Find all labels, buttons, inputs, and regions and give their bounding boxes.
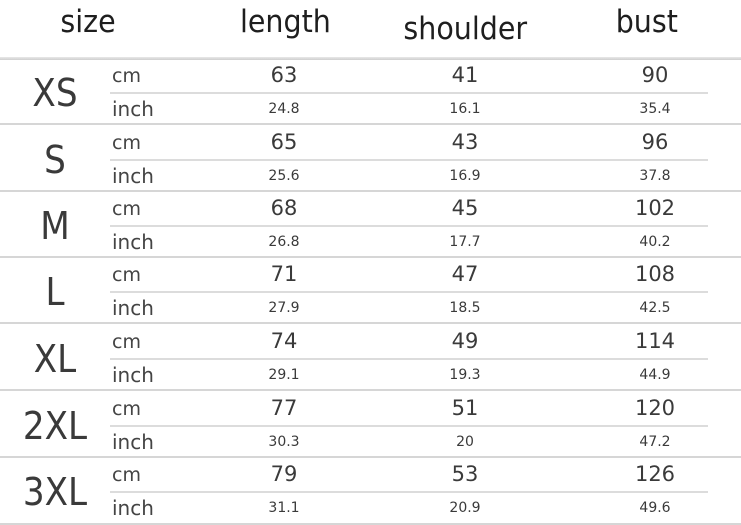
unit-inch-label: inch [112,230,154,254]
row-divider [0,123,741,125]
unit-cm-label: cm [112,132,141,154]
bust-cm: 96 [641,130,669,154]
header-divider [0,57,741,60]
bust-cm: 90 [641,63,669,87]
unit-inch-label: inch [112,496,154,520]
length-inch: 24.8 [268,101,300,117]
size-row: M cm inch 68 45 102 26.8 17.7 40.2 [0,192,741,258]
bust-cm: 120 [634,396,676,420]
length-inch: 30.3 [268,434,300,450]
bust-cm: 108 [634,262,676,286]
shoulder-inch: 16.9 [449,168,481,184]
header-bust: bust [615,4,678,40]
size-label: M [40,204,70,248]
length-cm: 77 [270,396,298,420]
header-size: size [60,4,116,40]
size-label: XS [32,71,78,115]
header-length: length [239,4,331,40]
bust-cm: 114 [634,329,676,353]
unit-inch-label: inch [112,363,154,387]
length-cm: 65 [270,130,298,154]
row-divider [0,456,741,458]
row-divider [0,190,741,192]
unit-divider [110,491,708,493]
shoulder-inch: 17.7 [449,234,481,250]
unit-cm-label: cm [112,264,141,286]
unit-inch-label: inch [112,164,154,188]
bust-inch: 35.4 [639,101,671,117]
unit-divider [110,291,708,293]
size-row: L cm inch 71 47 108 27.9 18.5 42.5 [0,258,741,324]
row-divider [0,523,741,525]
bust-inch: 40.2 [639,234,671,250]
length-cm: 71 [270,262,298,286]
size-row: 2XL cm inch 77 51 120 30.3 20 47.2 [0,392,741,458]
shoulder-cm: 49 [451,329,479,353]
unit-divider [110,425,708,427]
size-row: XS cm inch 63 41 90 24.8 16.1 35.4 [0,59,741,125]
size-label: XL [33,337,77,381]
shoulder-inch: 16.1 [449,101,481,117]
length-inch: 31.1 [268,500,300,516]
unit-inch-label: inch [112,430,154,454]
shoulder-cm: 41 [451,63,479,87]
length-inch: 29.1 [268,367,300,383]
unit-cm-label: cm [112,464,141,486]
size-label: L [45,270,65,314]
length-cm: 63 [270,63,298,87]
unit-inch-label: inch [112,296,154,320]
bust-inch: 42.5 [639,300,671,316]
unit-divider [110,92,708,94]
size-row: XL cm inch 74 49 114 29.1 19.3 44.9 [0,325,741,391]
bust-inch: 47.2 [639,434,671,450]
length-cm: 74 [270,329,298,353]
size-row: S cm inch 65 43 96 25.6 16.9 37.8 [0,126,741,192]
shoulder-inch: 20 [456,434,474,450]
row-divider [0,389,741,391]
shoulder-inch: 20.9 [449,500,481,516]
unit-divider [110,225,708,227]
unit-divider [110,358,708,360]
unit-divider [110,159,708,161]
bust-inch: 49.6 [639,500,671,516]
row-divider [0,256,741,258]
row-divider [0,322,741,324]
length-cm: 79 [270,462,298,486]
shoulder-cm: 51 [451,396,479,420]
size-row: 3XL cm inch 79 53 126 31.1 20.9 49.6 [0,458,741,525]
shoulder-inch: 19.3 [449,367,481,383]
size-label: 3XL [22,470,88,514]
shoulder-cm: 43 [451,130,479,154]
size-label: S [44,138,66,182]
length-inch: 27.9 [268,300,300,316]
bust-cm: 126 [634,462,676,486]
unit-cm-label: cm [112,331,141,353]
length-cm: 68 [270,196,298,220]
unit-inch-label: inch [112,97,154,121]
shoulder-cm: 47 [451,262,479,286]
bust-inch: 44.9 [639,367,671,383]
bust-cm: 102 [634,196,676,220]
shoulder-inch: 18.5 [449,300,481,316]
shoulder-cm: 53 [451,462,479,486]
size-label: 2XL [22,404,88,448]
length-inch: 26.8 [268,234,300,250]
header-shoulder: shoulder [403,11,528,47]
shoulder-cm: 45 [451,196,479,220]
unit-cm-label: cm [112,398,141,420]
bust-inch: 37.8 [639,168,671,184]
unit-cm-label: cm [112,65,141,87]
unit-cm-label: cm [112,198,141,220]
length-inch: 25.6 [268,168,300,184]
